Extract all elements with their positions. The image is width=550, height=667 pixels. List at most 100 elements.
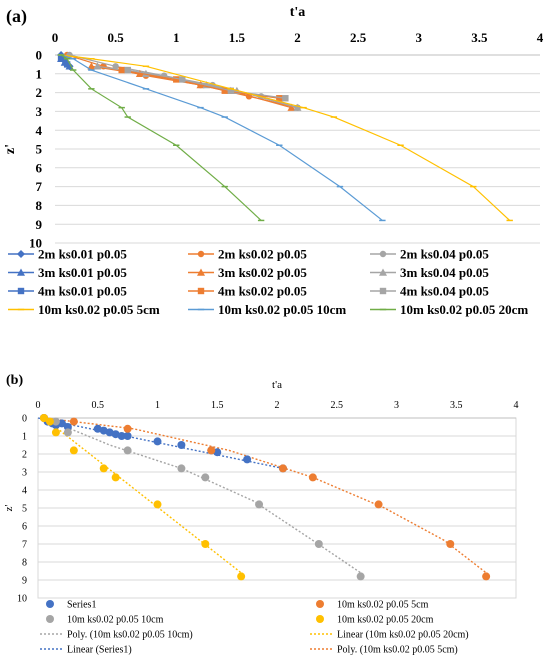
data-point [446, 540, 455, 548]
data-point [51, 417, 60, 426]
legend-item: 10m ks0.02 p0.05 5cm [8, 302, 160, 317]
y-tick-label: 1 [36, 66, 43, 81]
data-point [243, 455, 252, 464]
series-2 [39, 414, 365, 581]
data-point [314, 540, 323, 548]
x-tick-label: 3 [416, 30, 423, 45]
y-tick-label: 5 [22, 504, 27, 515]
series-6 [57, 55, 71, 68]
legend-marker [46, 615, 54, 623]
y-tick-label: 9 [22, 576, 27, 587]
legend-label: 2m ks0.02 p0.05 [218, 247, 307, 262]
legend-item: Poly. (10m ks0.02 p0.05 5cm) [310, 645, 458, 656]
y-tick-label: 3 [36, 104, 43, 119]
data-point [173, 76, 180, 83]
legend-label: Poly. (10m ks0.02 p0.05 10cm) [67, 630, 193, 641]
y-tick-label: 0 [22, 414, 27, 425]
x-tick-label: 3 [394, 400, 399, 411]
y-tick-label: 8 [22, 558, 27, 569]
data-point [123, 446, 132, 455]
y-tick-label: 9 [36, 217, 43, 232]
legend: 2m ks0.01 p0.05 2m ks0.02 p0.05 2m ks0.04 … [8, 247, 528, 317]
y-tick-label: 5 [36, 142, 43, 157]
series-line [127, 69, 286, 99]
legend-label: 3m ks0.02 p0.05 [218, 265, 307, 280]
data-point [237, 572, 246, 581]
x-tick-label: 3.5 [450, 400, 463, 411]
legend-item: Poly. (10m ks0.02 p0.05 10cm) [40, 630, 193, 641]
data-point [69, 446, 78, 455]
series-1 [39, 414, 491, 581]
data-point [197, 268, 205, 276]
data-point [207, 446, 216, 455]
legend-label: 10m ks0.02 p0.05 20cm [400, 302, 528, 317]
x-tick-label: 2 [294, 30, 301, 45]
legend-label: Linear (Series1) [67, 645, 132, 656]
data-point [112, 63, 119, 70]
series-8 [124, 66, 289, 102]
chart-panel-0: (a) 0 0.5 1 1.5 2 2.5 3 3.5 4 0 1 2 3 4 5 6 7 8 9 10 t'a z' 2m … [3, 5, 544, 317]
trendline-3 [43, 417, 487, 574]
y-tick-label: 10 [17, 594, 27, 605]
data-point [177, 441, 186, 449]
legend-item: 10m ks0.02 p0.05 10cm [188, 302, 346, 317]
legend-item: 10m ks0.02 p0.05 20cm [316, 615, 434, 626]
series-9 [57, 54, 513, 222]
legend-item: 2m ks0.04 p0.05 [370, 247, 489, 262]
x-tick-label: 2.5 [331, 400, 344, 411]
panel-label: (b) [6, 373, 23, 388]
trendline-1 [43, 417, 242, 574]
data-point [17, 268, 25, 276]
legend-label: 10m ks0.02 p0.05 10cm [218, 302, 346, 317]
data-point [117, 432, 126, 440]
data-point [153, 437, 162, 446]
x-tick-label: 0 [36, 400, 41, 411]
series-11 [57, 54, 265, 222]
legend-marker [316, 615, 324, 623]
legend-label: Linear (10m ks0.02 p0.05 20cm) [337, 630, 469, 641]
legend-item: 3m ks0.01 p0.05 [8, 265, 127, 280]
x-tick-label: 0 [52, 30, 59, 45]
data-point [179, 76, 186, 83]
x-tick-label: 4 [537, 30, 544, 45]
data-point [227, 87, 235, 94]
legend-label: 4m ks0.01 p0.05 [38, 284, 127, 299]
data-point [201, 540, 210, 548]
legend-label: 10m ks0.02 p0.05 5cm [337, 600, 429, 611]
y-tick-label: 0 [36, 48, 43, 63]
legend-label: 10m ks0.02 p0.05 10cm [67, 615, 164, 626]
chart-panel-1: (b) 0 0.5 1 1.5 2 2.5 3 3.5 4 0 1 2 3 4 5 6 7 8 9 10 t'a z' Ser… [3, 373, 519, 656]
data-point [308, 473, 317, 482]
data-point [51, 428, 60, 437]
data-point [124, 66, 131, 74]
legend-item: 4m ks0.04 p0.05 [370, 284, 489, 299]
series-3 [39, 414, 246, 581]
data-point [293, 103, 302, 111]
legend-item: Linear (Series1) [40, 645, 132, 656]
x-tick-label: 1.5 [211, 400, 224, 411]
x-axis-title: t'a [290, 5, 306, 20]
data-point [379, 268, 387, 276]
legend-item: 2m ks0.01 p0.05 [8, 247, 127, 262]
legend-item: Series1 [46, 600, 96, 611]
legend-label: 10m ks0.02 p0.05 5cm [38, 302, 160, 317]
y-tick-label: 2 [36, 85, 43, 100]
y-axis-title: z' [3, 505, 15, 512]
legend-label: 4m ks0.02 p0.05 [218, 284, 307, 299]
y-axis-title: z' [3, 144, 18, 154]
series-line [60, 54, 262, 221]
x-tick-label: 2.5 [350, 30, 367, 45]
y-tick-label: 1 [22, 432, 27, 443]
y-tick-label: 4 [22, 486, 27, 497]
legend-label: 10m ks0.02 p0.05 20cm [337, 615, 434, 626]
y-tick-label: 4 [36, 123, 43, 138]
data-point [118, 66, 125, 74]
legend-label: 3m ks0.01 p0.05 [38, 265, 127, 280]
legend-label: Poly. (10m ks0.02 p0.05 5cm) [337, 645, 458, 656]
legend-item: 10m ks0.02 p0.05 5cm [316, 600, 429, 611]
legend-marker [46, 600, 54, 608]
x-tick-label: 1.5 [229, 30, 246, 45]
legend: Series1 10m ks0.02 p0.05 5cm 10m ks0.02 p0… [40, 600, 469, 656]
series-10 [57, 54, 386, 222]
